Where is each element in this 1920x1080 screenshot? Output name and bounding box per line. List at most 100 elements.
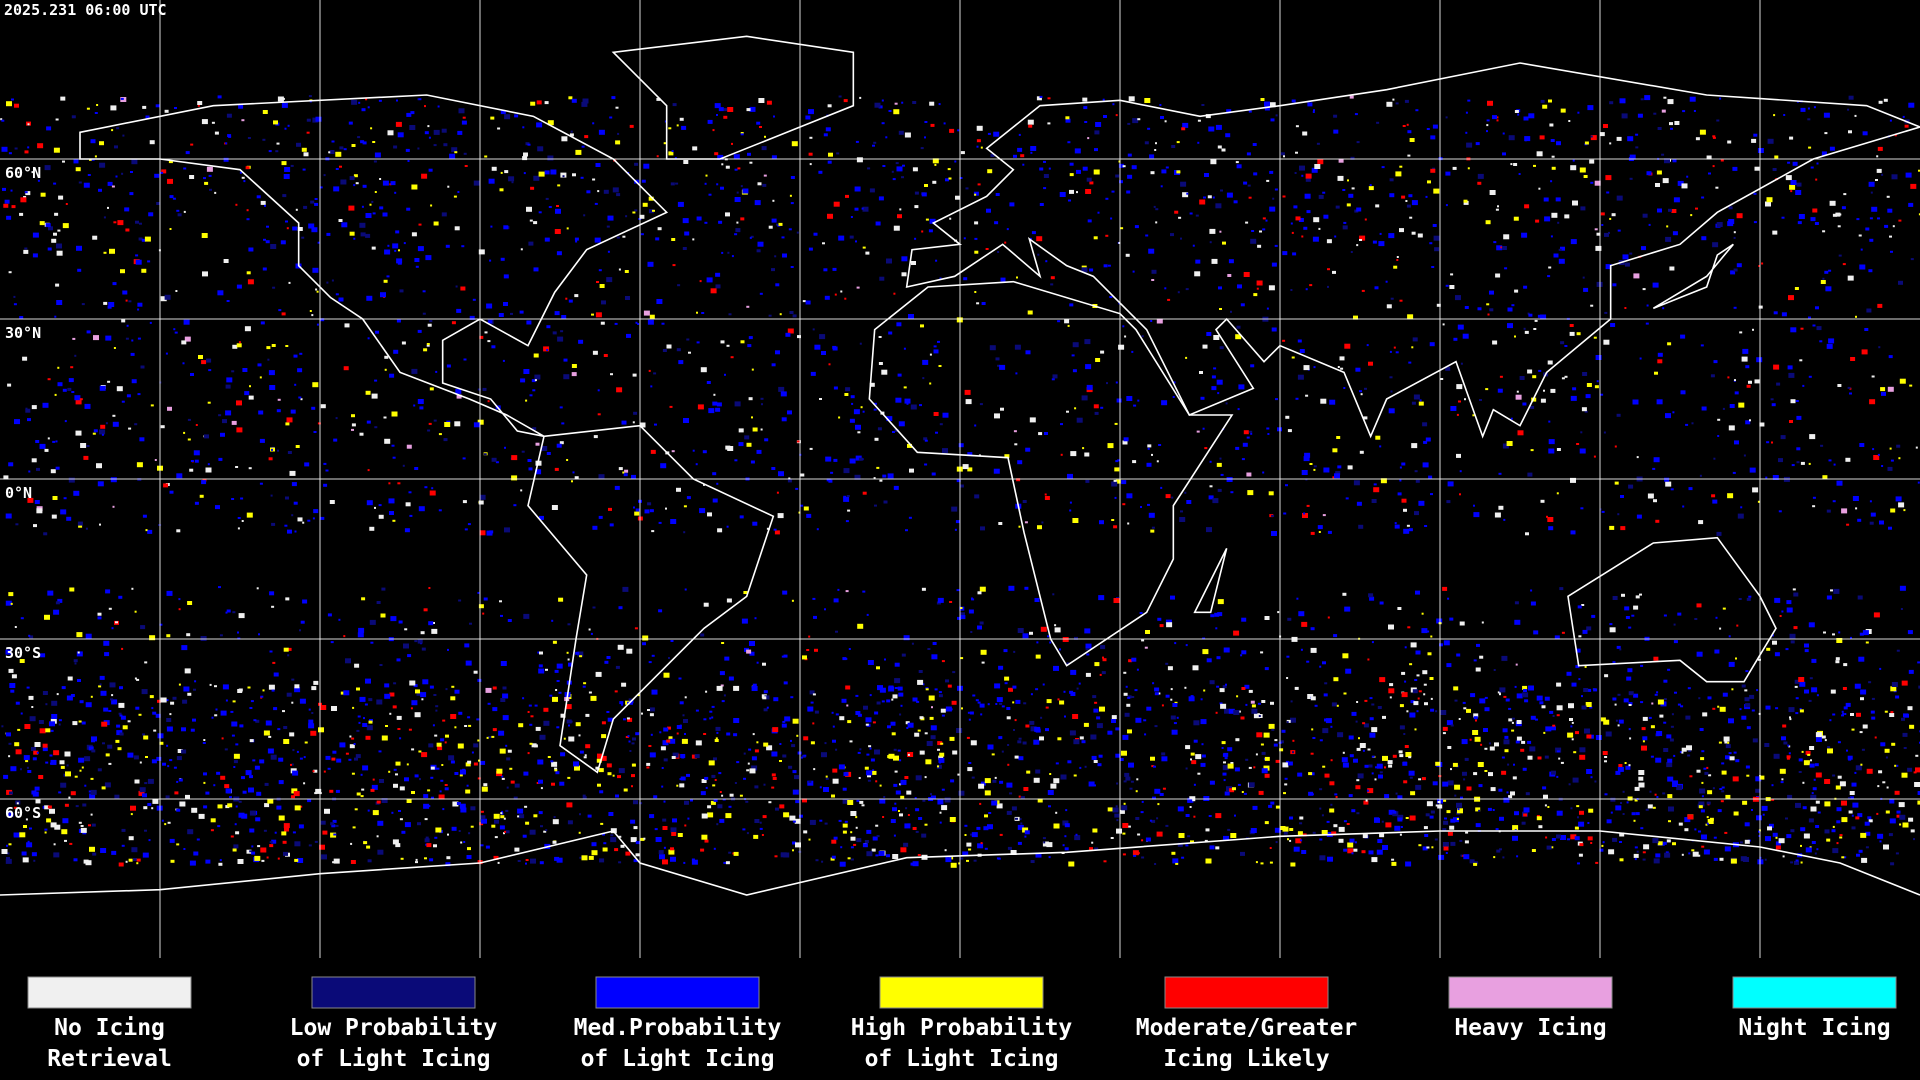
icing-pixel xyxy=(160,697,167,703)
icing-pixel xyxy=(400,857,404,860)
icing-pixel xyxy=(271,689,275,692)
icing-pixel xyxy=(8,668,14,673)
icing-pixel xyxy=(1122,325,1125,328)
icing-pixel xyxy=(267,798,274,804)
icing-pixel xyxy=(1617,766,1624,772)
icing-pixel xyxy=(1433,235,1440,241)
icing-pixel xyxy=(1079,736,1084,740)
icing-pixel xyxy=(683,861,686,864)
icing-pixel xyxy=(1712,242,1719,248)
icing-pixel xyxy=(1566,671,1572,676)
icing-pixel xyxy=(499,600,502,603)
icing-pixel xyxy=(810,741,815,745)
icing-pixel xyxy=(274,831,277,834)
icing-pixel xyxy=(69,842,73,845)
icing-pixel xyxy=(371,246,376,250)
icing-pixel xyxy=(525,399,528,402)
icing-pixel xyxy=(458,599,462,602)
icing-pixel xyxy=(662,818,667,822)
icing-pixel xyxy=(1828,269,1832,272)
icing-pixel xyxy=(1698,830,1701,833)
icing-pixel xyxy=(278,309,282,312)
icing-pixel xyxy=(1749,419,1751,422)
icing-pixel xyxy=(1343,387,1346,389)
icing-pixel xyxy=(128,836,134,841)
icing-pixel xyxy=(1533,328,1537,330)
icing-pixel xyxy=(1473,716,1478,720)
icing-pixel xyxy=(1745,365,1750,369)
icing-pixel xyxy=(1717,809,1722,813)
icing-pixel xyxy=(414,640,418,643)
icing-pixel xyxy=(22,356,28,361)
icing-pixel xyxy=(257,845,261,848)
icing-pixel xyxy=(1317,525,1323,530)
icing-pixel xyxy=(384,693,391,699)
icing-pixel xyxy=(1548,266,1552,269)
icing-pixel xyxy=(1454,784,1461,790)
icing-pixel xyxy=(1733,811,1739,816)
icing-pixel xyxy=(1399,165,1403,168)
icing-pixel xyxy=(1751,809,1753,811)
icing-pixel xyxy=(1569,324,1574,327)
icing-pixel xyxy=(480,810,484,813)
icing-pixel xyxy=(1517,430,1524,436)
icing-pixel xyxy=(904,823,911,829)
icing-pixel xyxy=(284,827,289,832)
icing-pixel xyxy=(602,847,608,852)
icing-pixel xyxy=(847,857,851,860)
icing-pixel xyxy=(1857,518,1862,522)
icing-pixel xyxy=(57,382,63,387)
icing-pixel xyxy=(840,290,843,293)
icing-pixel xyxy=(478,759,480,762)
icing-pixel xyxy=(1076,169,1081,174)
icing-pixel xyxy=(1107,807,1113,812)
icing-pixel xyxy=(291,514,294,517)
icing-pixel xyxy=(1455,295,1461,301)
icing-pixel xyxy=(1583,688,1589,692)
icing-pixel xyxy=(362,765,369,771)
icing-pixel xyxy=(190,373,194,376)
icing-pixel xyxy=(414,774,419,778)
icing-pixel xyxy=(1639,357,1642,360)
icing-pixel xyxy=(174,331,178,334)
icing-pixel xyxy=(897,749,901,752)
icing-pixel xyxy=(277,398,281,401)
icing-pixel xyxy=(93,335,99,341)
icing-pixel xyxy=(1523,807,1530,813)
icing-pixel xyxy=(1612,661,1616,664)
icing-pixel xyxy=(448,755,455,761)
icing-pixel xyxy=(1154,863,1157,865)
icing-pixel xyxy=(908,516,912,519)
icing-pixel xyxy=(14,419,20,425)
icing-pixel xyxy=(944,849,947,852)
icing-pixel xyxy=(444,422,451,427)
icing-pixel xyxy=(1915,767,1920,773)
icing-pixel xyxy=(1385,280,1388,283)
icing-pixel xyxy=(1342,592,1347,596)
icing-pixel xyxy=(1035,654,1041,659)
icing-pixel xyxy=(1472,730,1479,735)
icing-pixel xyxy=(206,166,213,172)
icing-pixel xyxy=(358,721,361,724)
icing-pixel xyxy=(827,160,832,164)
icing-pixel xyxy=(1728,752,1732,755)
icing-pixel xyxy=(750,235,754,238)
icing-pixel xyxy=(759,821,762,824)
icing-pixel xyxy=(1841,710,1844,713)
icing-pixel xyxy=(399,737,402,740)
icing-pixel xyxy=(380,613,386,618)
icing-pixel xyxy=(23,249,29,254)
icing-pixel xyxy=(711,705,715,708)
icing-pixel xyxy=(1570,725,1573,728)
icing-pixel xyxy=(1492,115,1497,120)
icing-pixel xyxy=(862,410,865,413)
icing-pixel xyxy=(670,519,677,524)
icing-pixel xyxy=(1717,418,1721,421)
icing-pixel xyxy=(45,703,48,706)
icing-pixel xyxy=(1879,520,1884,525)
icing-pixel xyxy=(1799,359,1803,362)
icing-pixel xyxy=(806,513,812,518)
icing-pixel xyxy=(1386,304,1392,309)
icing-pixel xyxy=(1256,280,1263,286)
icing-pixel xyxy=(90,695,93,698)
